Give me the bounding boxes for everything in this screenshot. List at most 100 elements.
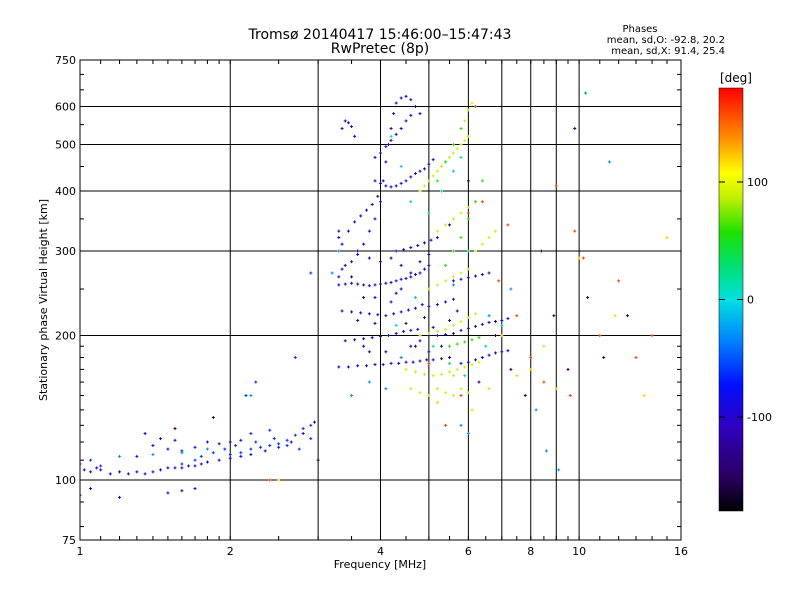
data-point [419, 334, 421, 338]
x-tick-label: 10 [572, 545, 586, 558]
data-point [374, 321, 376, 325]
data-point [501, 318, 503, 322]
data-point [488, 236, 490, 240]
data-point [488, 271, 490, 275]
data-point [449, 223, 451, 227]
data-point [310, 271, 312, 275]
data-point [452, 249, 454, 253]
data-point [395, 331, 397, 335]
data-point [286, 444, 288, 448]
data-point [229, 440, 231, 444]
chart-title: Tromsø 20140417 15:46:00–15:47:43 [248, 27, 512, 43]
data-point [651, 334, 653, 338]
data-point [474, 249, 476, 253]
data-point [181, 489, 183, 493]
data-point [387, 334, 389, 338]
data-point [481, 179, 483, 183]
data-point [467, 432, 469, 436]
data-point [558, 468, 560, 472]
data-point [449, 355, 451, 359]
data-point [351, 394, 353, 398]
phases-stat-o: mean, sd,O: -92.8, 20.2 [606, 35, 725, 46]
data-point [206, 447, 208, 451]
data-point [338, 283, 340, 287]
data-point [341, 242, 343, 246]
data-point [387, 143, 389, 147]
data-point [374, 363, 376, 367]
data-point [471, 363, 473, 367]
data-point [436, 334, 438, 338]
data-point [90, 470, 92, 474]
data-point [574, 126, 576, 130]
data-point [467, 108, 469, 112]
data-point [436, 303, 438, 307]
data-point [481, 200, 483, 204]
data-point [344, 263, 346, 267]
data-point [507, 317, 509, 321]
data-point [445, 332, 447, 336]
data-point [188, 464, 190, 468]
data-point [423, 184, 425, 188]
data-point [467, 205, 469, 209]
data-point [240, 451, 242, 455]
data-point [428, 334, 430, 338]
data-point [119, 495, 121, 499]
data-point [467, 249, 469, 253]
data-point [405, 321, 407, 325]
data-point [390, 138, 392, 142]
data-point [385, 387, 387, 391]
data-point [436, 179, 438, 183]
data-point [273, 437, 275, 441]
data-point [393, 112, 395, 116]
data-point [395, 132, 397, 136]
data-point [587, 296, 589, 300]
data-point [585, 91, 587, 95]
phases-title: Phases [622, 24, 658, 35]
y-tick-label: 500 [55, 139, 76, 152]
data-point [481, 242, 483, 246]
data-point [423, 316, 425, 320]
data-point [452, 323, 454, 327]
data-point [351, 310, 353, 314]
data-point [405, 119, 407, 123]
data-point [467, 316, 469, 320]
data-point [510, 367, 512, 371]
data-point [200, 462, 202, 466]
data-point [395, 323, 397, 327]
colorbar-ticks: 100 0 -100 [719, 176, 772, 424]
data-point [449, 370, 451, 374]
data-point [441, 164, 443, 168]
data-point [436, 401, 438, 405]
data-point [423, 372, 425, 376]
data-point [385, 160, 387, 164]
data-point [555, 387, 557, 391]
data-point [507, 223, 509, 227]
data-point [452, 374, 454, 378]
data-point [302, 432, 304, 436]
data-point [481, 355, 483, 359]
data-point [460, 423, 462, 427]
data-point [599, 334, 601, 338]
data-point [374, 155, 376, 159]
data-point [467, 134, 469, 138]
data-point [377, 194, 379, 198]
data-point [278, 442, 280, 446]
x-tick-label: 16 [674, 545, 688, 558]
data-point [432, 174, 434, 178]
y-tick-label: 200 [55, 330, 76, 343]
data-point [428, 162, 430, 166]
data-point [380, 151, 381, 155]
data-point [212, 451, 214, 455]
data-point [206, 440, 208, 444]
data-point [460, 271, 462, 275]
y-tick-label: 750 [55, 54, 76, 67]
data-point [250, 447, 252, 451]
data-point [357, 282, 359, 286]
data-point [400, 96, 402, 100]
data-point [354, 134, 356, 138]
data-point [449, 361, 451, 365]
data-point [400, 181, 402, 185]
data-point [250, 394, 252, 398]
data-point [464, 138, 466, 142]
data-point [485, 344, 487, 348]
